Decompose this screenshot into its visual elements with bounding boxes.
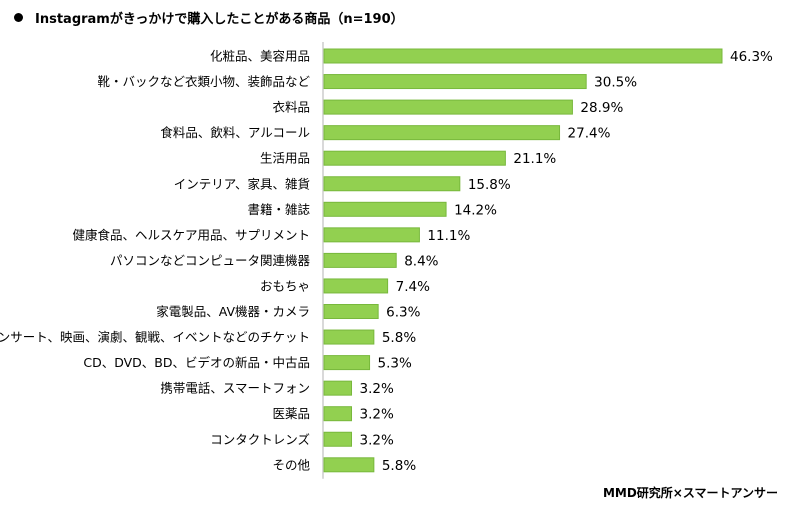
bar bbox=[323, 329, 375, 345]
bar bbox=[323, 380, 353, 396]
value-label: 3.2% bbox=[360, 381, 394, 397]
value-label: 27.4% bbox=[568, 126, 611, 142]
chart-title-text: Instagramがきっかけで購入したことがある商品（n=190） bbox=[35, 12, 404, 27]
value-label: 11.1% bbox=[427, 228, 470, 244]
bar bbox=[323, 150, 506, 166]
bar bbox=[323, 252, 397, 268]
value-label: 14.2% bbox=[454, 202, 497, 218]
category-label: 書籍・雑誌 bbox=[247, 202, 310, 217]
bar bbox=[323, 406, 353, 422]
category-label: 衣料品 bbox=[272, 100, 310, 115]
value-label: 5.8% bbox=[382, 330, 416, 346]
category-label: インテリア、家具、雑貨 bbox=[174, 176, 310, 191]
bar bbox=[323, 304, 379, 319]
bar bbox=[323, 99, 573, 115]
category-label: コンタクトレンズ bbox=[210, 432, 310, 447]
bar bbox=[323, 431, 353, 447]
bar bbox=[323, 355, 371, 371]
bar bbox=[323, 278, 389, 294]
category-label: パソコンなどコンピュータ関連機器 bbox=[110, 253, 311, 268]
category-label: おもちゃ bbox=[260, 278, 310, 293]
value-label: 30.5% bbox=[594, 75, 637, 91]
bar bbox=[323, 457, 375, 473]
value-label: 3.2% bbox=[360, 432, 394, 448]
category-label: 携帯電話、スマートフォン bbox=[160, 381, 310, 396]
value-label: 8.4% bbox=[404, 253, 438, 269]
bar bbox=[323, 176, 461, 192]
value-label: 7.4% bbox=[396, 279, 430, 295]
category-label: 化粧品、美容用品 bbox=[210, 49, 310, 64]
bar bbox=[323, 201, 447, 217]
value-label: 15.8% bbox=[468, 177, 511, 193]
category-label: 食料品、飲料、アルコール bbox=[160, 125, 310, 140]
category-label: その他 bbox=[272, 457, 310, 472]
category-label: 家電製品、AV機器・カメラ bbox=[156, 304, 310, 319]
bar bbox=[323, 227, 420, 243]
value-label: 6.3% bbox=[386, 305, 420, 321]
chart-title: Instagramがきっかけで購入したことがある商品（n=190） bbox=[14, 8, 404, 27]
value-label: 28.9% bbox=[580, 100, 623, 116]
bar bbox=[323, 48, 723, 64]
value-label: 5.3% bbox=[378, 356, 412, 372]
value-label: 21.1% bbox=[513, 151, 556, 167]
value-label: 3.2% bbox=[360, 407, 394, 423]
bar bbox=[323, 125, 561, 141]
category-label: CD、DVD、BD、ビデオの新品・中古品 bbox=[83, 355, 310, 370]
source-credit: MMD研究所×スマートアンサー bbox=[602, 486, 778, 500]
value-label: 46.3% bbox=[730, 49, 773, 65]
category-label: 靴・バックなど衣類小物、装飾品など bbox=[97, 74, 310, 89]
bar bbox=[323, 74, 587, 90]
category-label: 生活用品 bbox=[260, 151, 310, 166]
value-label: 5.8% bbox=[382, 458, 416, 474]
bullet-icon bbox=[14, 13, 23, 22]
category-label: 健康食品、ヘルスケア用品、サプリメント bbox=[72, 227, 310, 242]
category-label: 医薬品 bbox=[272, 406, 310, 421]
category-label: コンサート、映画、演劇、観戦、イベントなどのチケット bbox=[0, 330, 310, 345]
